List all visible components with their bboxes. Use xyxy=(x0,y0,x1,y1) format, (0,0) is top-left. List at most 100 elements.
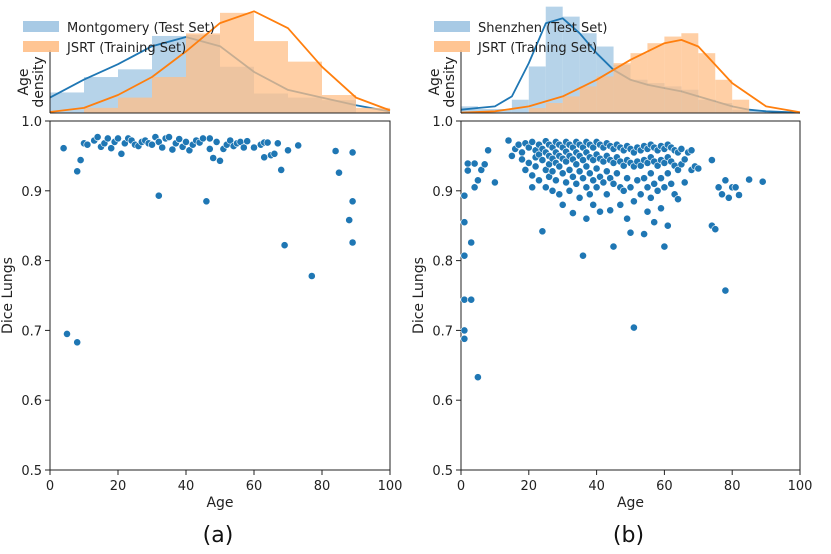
histogram-bar xyxy=(562,16,580,114)
data-point xyxy=(518,155,526,164)
data-point xyxy=(575,167,584,176)
kde-line xyxy=(460,39,801,114)
data-point xyxy=(538,156,547,164)
histogram-bar xyxy=(528,108,546,113)
legend-swatch xyxy=(23,41,59,52)
data-point xyxy=(650,218,659,227)
histogram-bar xyxy=(50,92,84,113)
data-point xyxy=(348,238,357,247)
data-point xyxy=(589,176,598,185)
data-point xyxy=(277,165,286,174)
data-point xyxy=(569,209,577,217)
data-point xyxy=(216,156,224,165)
histogram-bar xyxy=(562,96,580,113)
plot-frame xyxy=(49,120,391,471)
data-point xyxy=(650,179,659,188)
data-point xyxy=(243,137,252,146)
panel-label: (a) xyxy=(203,523,234,548)
x-tick-label: 100 xyxy=(378,479,403,494)
data-point xyxy=(646,169,655,178)
data-point xyxy=(73,167,82,176)
data-point xyxy=(616,200,625,209)
kde-line xyxy=(49,10,391,113)
y-tick-label: 1.0 xyxy=(21,115,42,130)
histogram-bar xyxy=(664,36,682,113)
histogram-bar xyxy=(732,99,750,113)
legend: Shenzhen (Test Set) JSRT (Training Set) xyxy=(434,21,607,56)
data-point xyxy=(490,178,499,187)
y-tick-label: 0.8 xyxy=(432,255,453,270)
data-point xyxy=(114,134,122,143)
data-point xyxy=(148,140,156,149)
data-point xyxy=(212,137,221,146)
data-point xyxy=(460,326,469,335)
histogram-bar xyxy=(698,53,716,113)
data-point xyxy=(609,179,618,188)
data-point xyxy=(630,323,638,332)
data-point xyxy=(596,207,604,216)
x-tick-label: 60 xyxy=(656,479,673,494)
data-point xyxy=(154,137,163,146)
data-point xyxy=(558,169,567,178)
data-point xyxy=(528,171,537,180)
data-point xyxy=(721,176,730,185)
data-point xyxy=(565,165,574,174)
x-tick-label: 0 xyxy=(457,479,465,494)
data-point xyxy=(711,225,720,234)
marginal-ylabel: Agedensity xyxy=(427,56,458,107)
data-point xyxy=(653,161,662,170)
histogram-bar xyxy=(322,95,356,113)
data-point xyxy=(708,156,716,164)
data-point xyxy=(640,174,648,183)
data-point xyxy=(643,183,652,192)
data-point xyxy=(626,183,635,192)
data-point xyxy=(117,149,126,158)
data-point xyxy=(687,146,696,155)
histogram-bar xyxy=(681,33,699,114)
data-point xyxy=(680,178,689,187)
histogram-bar xyxy=(545,6,563,114)
data-point xyxy=(592,183,601,192)
x-tick-label: 20 xyxy=(521,479,538,494)
data-point xyxy=(677,144,686,153)
data-point xyxy=(541,183,550,192)
data-point xyxy=(226,136,235,145)
histogram-bar xyxy=(84,77,118,113)
histogram-bar xyxy=(528,66,546,113)
data-point xyxy=(473,176,482,185)
data-point xyxy=(73,338,82,347)
marginal-plot: Agedensity xyxy=(16,10,391,114)
data-point xyxy=(609,242,618,251)
y-tick-label: 0.5 xyxy=(21,464,42,479)
data-point xyxy=(657,174,665,183)
y-tick-label: 0.6 xyxy=(432,394,453,409)
histogram-bar xyxy=(84,107,118,113)
y-tick-label: 1.0 xyxy=(432,115,453,130)
marginal-ylabel-line: density xyxy=(31,56,47,107)
legend-label: JSRT (Training Set) xyxy=(477,41,597,56)
data-point xyxy=(680,155,689,164)
marginal-ylabel-line: Age xyxy=(16,68,32,95)
y-tick-label: 0.9 xyxy=(21,185,42,200)
data-point xyxy=(463,166,472,175)
data-point xyxy=(182,137,190,146)
data-point xyxy=(473,373,482,382)
legend-label: JSRT (Training Set) xyxy=(66,41,186,56)
data-point xyxy=(202,197,211,206)
data-point xyxy=(582,214,591,223)
data-point xyxy=(470,159,479,168)
data-point xyxy=(562,178,570,187)
data-point xyxy=(273,139,282,148)
data-point xyxy=(735,191,743,199)
data-point xyxy=(345,216,354,224)
data-point xyxy=(158,143,167,152)
data-point xyxy=(758,177,767,186)
histogram-bar xyxy=(254,41,288,113)
data-point xyxy=(636,190,645,199)
legend-swatch xyxy=(434,41,470,52)
histogram-bar xyxy=(118,97,152,113)
data-point xyxy=(660,183,669,192)
histogram-bar xyxy=(220,12,254,113)
data-point xyxy=(731,183,740,192)
